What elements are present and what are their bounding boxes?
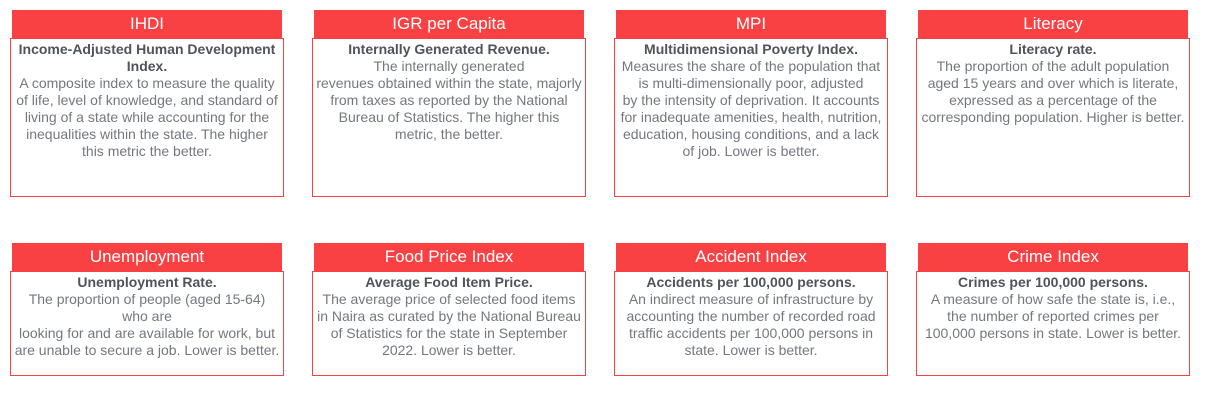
card-ihdi-description: A composite index to measure the quality…	[16, 75, 278, 159]
card-unemployment-lead: Unemployment Rate.	[77, 274, 217, 290]
card-literacy-title: Literacy	[918, 10, 1188, 38]
card-unemployment: Unemployment Unemployment Rate. The prop…	[10, 243, 284, 376]
card-mpi-title: MPI	[616, 10, 886, 38]
card-mpi: MPI Multidimensional Poverty Index. Meas…	[614, 10, 888, 197]
card-accident-index-description: An indirect measure of infrastructure by…	[626, 291, 876, 358]
card-unemployment-description: The proportion of people (aged 15-64) wh…	[14, 291, 280, 358]
card-crime-index-body: Crimes per 100,000 persons. A measure of…	[916, 271, 1190, 376]
card-crime-index: Crime Index Crimes per 100,000 persons. …	[916, 243, 1190, 376]
card-igr-per-capita: IGR per Capita Internally Generated Reve…	[312, 10, 586, 197]
card-crime-index-title: Crime Index	[918, 243, 1188, 271]
card-igr-per-capita-lead: Internally Generated Revenue.	[348, 41, 550, 57]
card-igr-per-capita-description: The internally generated revenues obtain…	[316, 58, 582, 142]
card-ihdi-lead: Income-Adjusted Human Development Index.	[18, 41, 276, 74]
card-literacy-lead: Literacy rate.	[1009, 41, 1097, 57]
card-igr-per-capita-title: IGR per Capita	[314, 10, 584, 38]
card-literacy: Literacy Literacy rate. The proportion o…	[916, 10, 1190, 197]
card-mpi-lead: Multidimensional Poverty Index.	[644, 41, 858, 57]
card-literacy-description: The proportion of the adult population a…	[921, 58, 1185, 125]
card-unemployment-title: Unemployment	[12, 243, 282, 271]
card-food-price-index-title: Food Price Index	[314, 243, 584, 271]
card-accident-index-lead: Accidents per 100,000 persons.	[646, 274, 856, 290]
card-accident-index-body: Accidents per 100,000 persons. An indire…	[614, 271, 888, 376]
card-food-price-index-body: Average Food Item Price. The average pri…	[312, 271, 586, 376]
card-mpi-description: Measures the share of the population tha…	[620, 58, 882, 159]
card-food-price-index-lead: Average Food Item Price.	[365, 274, 533, 290]
card-food-price-index: Food Price Index Average Food Item Price…	[312, 243, 586, 376]
card-ihdi-title: IHDI	[12, 10, 282, 38]
card-accident-index: Accident Index Accidents per 100,000 per…	[614, 243, 888, 376]
card-ihdi: IHDI Income-Adjusted Human Development I…	[10, 10, 284, 197]
card-crime-index-description: A measure of how safe the state is, i.e.…	[924, 291, 1182, 341]
card-ihdi-body: Income-Adjusted Human Development Index.…	[10, 38, 284, 197]
card-crime-index-lead: Crimes per 100,000 persons.	[958, 274, 1148, 290]
card-food-price-index-description: The average price of selected food items…	[317, 291, 581, 358]
card-accident-index-title: Accident Index	[616, 243, 886, 271]
card-mpi-body: Multidimensional Poverty Index. Measures…	[614, 38, 888, 197]
card-igr-per-capita-body: Internally Generated Revenue. The intern…	[312, 38, 586, 197]
metric-definition-cards-grid: IHDI Income-Adjusted Human Development I…	[10, 10, 1190, 376]
card-literacy-body: Literacy rate. The proportion of the adu…	[916, 38, 1190, 197]
card-unemployment-body: Unemployment Rate. The proportion of peo…	[10, 271, 284, 376]
